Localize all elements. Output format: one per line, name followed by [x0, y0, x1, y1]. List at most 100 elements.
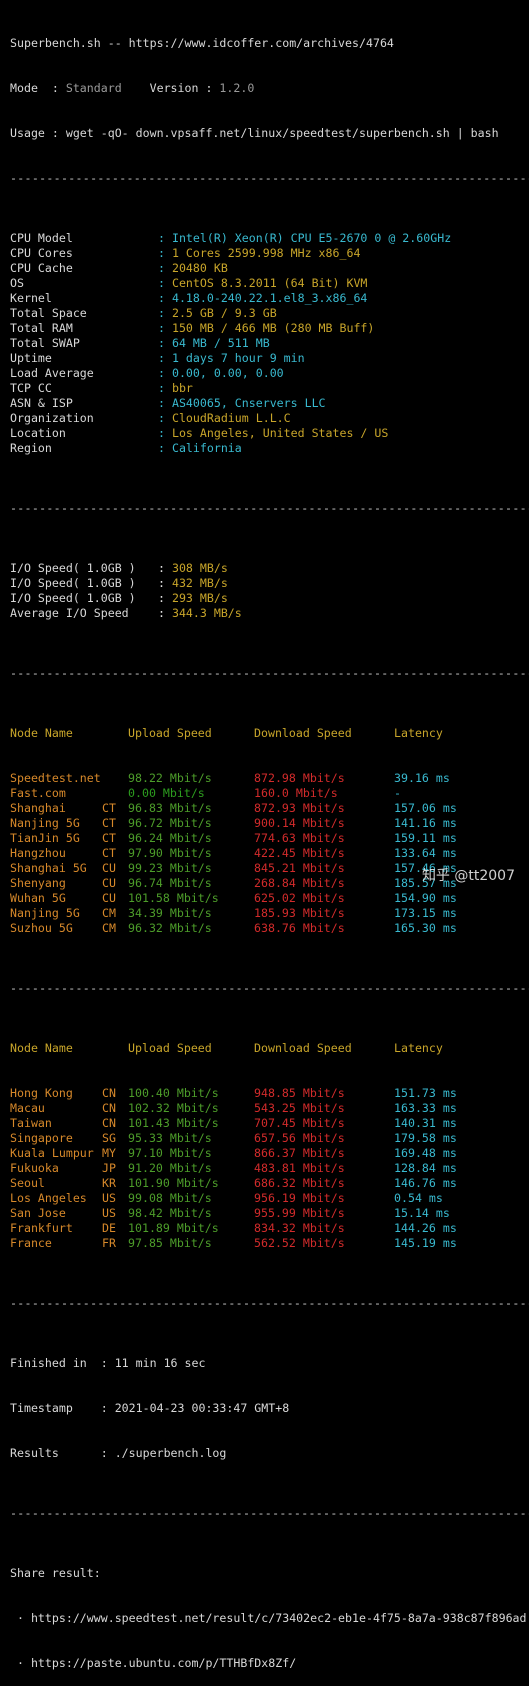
mode-value: Standard [65, 81, 122, 95]
latency: 163.33 ms [394, 1101, 457, 1115]
sysinfo-colon: : [158, 396, 172, 410]
latency: 154.90 ms [394, 891, 457, 905]
table-row: Fast.com 0.00 Mbit/s 160.0 Mbit/s - [10, 786, 529, 801]
latency: 144.26 ms [394, 1221, 457, 1235]
sysinfo-key: CPU Cache [10, 261, 73, 275]
io-colon: : [158, 591, 172, 605]
sysinfo-colon: : [158, 441, 172, 455]
sysinfo-value: Intel(R) Xeon(R) CPU E5-2670 0 @ 2.60GHz [171, 231, 452, 245]
table-row: Hangzhou CT 97.90 Mbit/s 422.45 Mbit/s 133.6… [10, 846, 529, 861]
download-speed: 562.52 Mbit/s [254, 1236, 345, 1250]
sysinfo-key: Uptime [10, 351, 52, 365]
node-cell: Nanjing 5G CM [10, 906, 128, 921]
sysinfo-row: CPU Model: Intel(R) Xeon(R) CPU E5-2670 … [10, 231, 529, 246]
upload-speed: 102.32 Mbit/s [128, 1101, 219, 1115]
latency: 173.15 ms [394, 906, 457, 920]
sysinfo-colon: : [158, 306, 172, 320]
upload-speed: 34.39 Mbit/s [128, 906, 212, 920]
download-speed: 422.45 Mbit/s [254, 846, 345, 860]
sysinfo-row: CPU Cache: 20480 KB [10, 261, 529, 276]
table-row: Hong Kong CN 100.40 Mbit/s 948.85 Mbit/s 151… [10, 1086, 529, 1101]
table-row: San Jose US 98.42 Mbit/s 955.99 Mbit/s 15.14… [10, 1206, 529, 1221]
upload-speed: 101.90 Mbit/s [128, 1176, 219, 1190]
node-cc: CU [102, 891, 116, 905]
latency: 128.84 ms [394, 1161, 457, 1175]
intl-speedtest-table: Hong Kong CN 100.40 Mbit/s 948.85 Mbit/s 151… [10, 1086, 529, 1251]
io-row: I/O Speed( 1.0GB ): 293 MB/s [10, 591, 529, 606]
io-key: I/O Speed( 1.0GB ) [10, 561, 136, 575]
intl-table-header: Node Name Upload Speed Download Speed Laten… [10, 1041, 443, 1055]
upload-speed: 99.08 Mbit/s [128, 1191, 212, 1205]
sysinfo-colon: : [158, 276, 172, 290]
node-cc: CM [102, 906, 116, 920]
sysinfo-colon: : [158, 231, 172, 245]
latency: 15.14 ms [394, 1206, 450, 1220]
sysinfo-key: CPU Cores [10, 246, 73, 260]
io-value: 308 MB/s [171, 561, 228, 575]
sysinfo-key: Total Space [10, 306, 87, 320]
table-row: Frankfurt DE 101.89 Mbit/s 834.32 Mbit/s 144… [10, 1221, 529, 1236]
node-name: Kuala Lumpur [10, 1146, 94, 1160]
share-link-speedtest[interactable]: · https://www.speedtest.net/result/c/734… [10, 1611, 527, 1625]
sysinfo-row: Uptime: 1 days 7 hour 9 min [10, 351, 529, 366]
node-name: Speedtest.net [10, 771, 101, 785]
node-name: Nanjing 5G [10, 906, 80, 920]
upload-speed: 99.23 Mbit/s [128, 861, 212, 875]
table-row: Shanghai CT 96.83 Mbit/s 872.93 Mbit/s 157.0… [10, 801, 529, 816]
download-speed: 956.19 Mbit/s [254, 1191, 345, 1205]
download-speed: 686.32 Mbit/s [254, 1176, 345, 1190]
latency: 0.54 ms [394, 1191, 443, 1205]
node-cc: KR [102, 1176, 116, 1190]
table-row: Macau CN 102.32 Mbit/s 543.25 Mbit/s 163.33 … [10, 1101, 529, 1116]
download-speed: 774.63 Mbit/s [254, 831, 345, 845]
sysinfo-value: 150 MB / 466 MB (280 MB Buff) [171, 321, 375, 335]
node-cell: San Jose US [10, 1206, 128, 1221]
node-cell: TianJin 5G CT [10, 831, 128, 846]
node-cell: Singapore SG [10, 1131, 128, 1146]
upload-speed: 97.90 Mbit/s [128, 846, 212, 860]
node-cell: Shenyang CU [10, 876, 128, 891]
io-value: 432 MB/s [171, 576, 228, 590]
node-cc: US [102, 1191, 116, 1205]
node-name: Nanjing 5G [10, 816, 80, 830]
sysinfo-colon: : [158, 426, 172, 440]
io-row: I/O Speed( 1.0GB ): 308 MB/s [10, 561, 529, 576]
node-cc: DE [102, 1221, 116, 1235]
upload-speed: 96.32 Mbit/s [128, 921, 212, 935]
results-line: Results : ./superbench.log [10, 1446, 227, 1460]
upload-speed: 95.33 Mbit/s [128, 1131, 212, 1145]
node-name: Shanghai 5G [10, 861, 87, 875]
share-link-paste[interactable]: · https://paste.ubuntu.com/p/TTHBfDx8Zf/ [10, 1656, 297, 1670]
sysinfo-row: Kernel: 4.18.0-240.22.1.el8_3.x86_64 [10, 291, 529, 306]
table-row: Fukuoka JP 91.20 Mbit/s 483.81 Mbit/s 128.84… [10, 1161, 529, 1176]
cn-table-header: Node Name Upload Speed Download Speed Laten… [10, 726, 443, 740]
table-row: Taiwan CN 101.43 Mbit/s 707.45 Mbit/s 140.31… [10, 1116, 529, 1131]
node-name: Frankfurt [10, 1221, 73, 1235]
node-cell: Shanghai CT [10, 801, 128, 816]
separator: ----------------------------------------… [10, 501, 529, 515]
node-name: Seoul [10, 1176, 45, 1190]
sysinfo-row: Total Space: 2.5 GB / 9.3 GB [10, 306, 529, 321]
sysinfo-key: CPU Model [10, 231, 73, 245]
download-speed: 872.98 Mbit/s [254, 771, 345, 785]
node-cell: Frankfurt DE [10, 1221, 128, 1236]
download-speed: 834.32 Mbit/s [254, 1221, 345, 1235]
node-name: Taiwan [10, 1116, 52, 1130]
share-label: Share result: [10, 1566, 101, 1580]
node-cc: CT [102, 831, 116, 845]
sysinfo-colon: : [158, 321, 172, 335]
separator: ----------------------------------------… [10, 981, 529, 995]
latency: 157.46 ms [394, 861, 457, 875]
cn-speedtest-table: Speedtest.net 98.22 Mbit/s 872.98 Mbit/s 39… [10, 771, 529, 936]
sysinfo-colon: : [158, 246, 172, 260]
download-speed: 483.81 Mbit/s [254, 1161, 345, 1175]
sysinfo-row: Total SWAP: 64 MB / 511 MB [10, 336, 529, 351]
sysinfo-value: CentOS 8.3.2011 (64 Bit) KVM [171, 276, 368, 290]
table-row: Singapore SG 95.33 Mbit/s 657.56 Mbit/s 179.… [10, 1131, 529, 1146]
sysinfo-value: 64 MB / 511 MB [171, 336, 270, 350]
sysinfo-value: 2.5 GB / 9.3 GB [171, 306, 277, 320]
node-cell: Taiwan CN [10, 1116, 128, 1131]
latency: 185.57 ms [394, 876, 457, 890]
node-cell: Shanghai 5G CU [10, 861, 128, 876]
node-cell: Suzhou 5G CM [10, 921, 128, 936]
